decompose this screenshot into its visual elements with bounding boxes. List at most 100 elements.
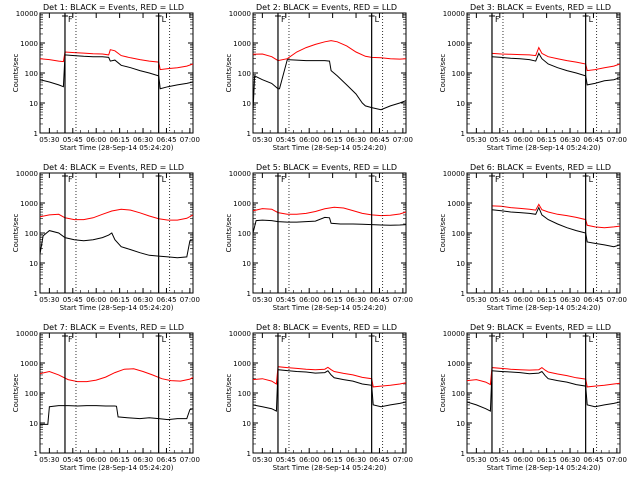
y-axis-label: Counts/sec (439, 374, 447, 413)
ytick-label: 1 (461, 130, 465, 138)
xtick-label: 07:00 (607, 136, 627, 144)
panel-det-9: Det 9: BLACK = Events, RED = LLD 1 10 100 10… (439, 323, 627, 472)
xtick-label: 06:15 (110, 136, 130, 144)
ytick-label: 1000 (233, 360, 251, 368)
marker-L-label: L (375, 335, 380, 344)
xtick-label: 05:45 (490, 456, 510, 464)
x-axis-label: Start Time (28-Sep-14 05:24:20) (487, 144, 601, 152)
panel-det-1: Det 1: BLACK = Events, RED = LLD 1 10 100 10… (12, 3, 200, 152)
ytick-label: 10000 (443, 170, 465, 178)
xtick-label: 06:45 (369, 136, 389, 144)
ytick-label: 10000 (229, 330, 251, 338)
panel-title: Det 3: BLACK = Events, RED = LLD (470, 3, 611, 12)
xtick-label: 06:00 (86, 456, 106, 464)
xtick-label: 05:45 (63, 136, 83, 144)
xtick-label: 06:30 (346, 136, 366, 144)
xtick-label: 06:45 (156, 296, 176, 304)
ytick-label: 1 (34, 290, 38, 298)
ytick-label: 100 (452, 70, 465, 78)
xtick-label: 06:30 (560, 136, 580, 144)
ytick-label: 10 (242, 100, 251, 108)
marker-F-label: F (495, 175, 500, 184)
panel-det-7: Det 7: BLACK = Events, RED = LLD 1 10 100 10… (12, 323, 200, 472)
xtick-label: 05:30 (466, 136, 486, 144)
series-events-line (467, 370, 620, 412)
y-axis-label: Counts/sec (225, 374, 233, 413)
xtick-label: 06:15 (110, 456, 130, 464)
panel-det-5: Det 5: BLACK = Events, RED = LLD 1 10 100 10… (225, 163, 413, 312)
xtick-label: 05:30 (252, 296, 272, 304)
xtick-label: 05:30 (39, 136, 59, 144)
panel-det-3: Det 3: BLACK = Events, RED = LLD 1 10 100 10… (439, 3, 627, 152)
series-events-line (491, 206, 620, 248)
xtick-label: 06:15 (323, 456, 343, 464)
xtick-label: 06:00 (513, 296, 533, 304)
ytick-label: 100 (25, 70, 38, 78)
ytick-label: 10 (29, 100, 38, 108)
xtick-label: 06:45 (369, 296, 389, 304)
series-lld-line (467, 366, 620, 388)
ytick-label: 100 (25, 390, 38, 398)
xtick-label: 06:30 (133, 456, 153, 464)
panel-det-8: Det 8: BLACK = Events, RED = LLD 1 10 100 10… (225, 323, 413, 472)
xtick-label: 07:00 (607, 456, 627, 464)
marker-F-label: F (68, 15, 73, 24)
xtick-label: 05:30 (39, 456, 59, 464)
ytick-label: 100 (238, 390, 251, 398)
xtick-label: 05:45 (63, 456, 83, 464)
x-axis-label: Start Time (28-Sep-14 05:24:20) (60, 464, 174, 472)
ytick-label: 1 (461, 450, 465, 458)
xtick-label: 06:00 (299, 296, 319, 304)
xtick-label: 06:45 (369, 456, 389, 464)
panel-det-4: Det 4: BLACK = Events, RED = LLD 1 10 100 10… (12, 163, 200, 312)
ytick-label: 10000 (16, 10, 38, 18)
xtick-label: 06:00 (299, 136, 319, 144)
ytick-label: 100 (452, 390, 465, 398)
series-lld-line (253, 206, 406, 217)
ytick-label: 1000 (233, 40, 251, 48)
ytick-label: 1000 (447, 360, 465, 368)
xtick-label: 06:00 (513, 136, 533, 144)
panel-title: Det 6: BLACK = Events, RED = LLD (470, 163, 611, 172)
panel-title: Det 9: BLACK = Events, RED = LLD (470, 323, 611, 332)
xtick-label: 06:45 (583, 456, 603, 464)
series-events-line (40, 230, 193, 259)
ytick-label: 100 (238, 230, 251, 238)
xtick-label: 06:15 (537, 136, 557, 144)
xtick-label: 07:00 (393, 456, 413, 464)
xtick-label: 06:15 (537, 296, 557, 304)
marker-L-label: L (162, 335, 167, 344)
x-axis-label: Start Time (28-Sep-14 05:24:20) (487, 464, 601, 472)
xtick-label: 06:00 (513, 456, 533, 464)
marker-L-label: L (589, 15, 594, 24)
series-events-line (253, 59, 406, 113)
panel-title: Det 2: BLACK = Events, RED = LLD (256, 3, 397, 12)
xtick-label: 06:45 (583, 136, 603, 144)
xtick-label: 05:30 (466, 456, 486, 464)
xtick-label: 07:00 (393, 136, 413, 144)
marker-F-label: F (495, 15, 500, 24)
xtick-label: 06:30 (133, 296, 153, 304)
ytick-label: 1 (34, 130, 38, 138)
marker-L-label: L (589, 175, 594, 184)
xtick-label: 05:30 (466, 296, 486, 304)
ytick-label: 10 (456, 420, 465, 428)
marker-F-label: F (68, 175, 73, 184)
xtick-label: 06:30 (560, 456, 580, 464)
marker-L-label: L (375, 15, 380, 24)
panel-title: Det 7: BLACK = Events, RED = LLD (43, 323, 184, 332)
ytick-label: 10000 (229, 10, 251, 18)
ytick-label: 1000 (447, 40, 465, 48)
x-axis-label: Start Time (28-Sep-14 05:24:20) (273, 144, 387, 152)
panel-title: Det 5: BLACK = Events, RED = LLD (256, 163, 397, 172)
xtick-label: 05:45 (276, 136, 296, 144)
xtick-label: 05:30 (39, 296, 59, 304)
ytick-label: 1000 (20, 40, 38, 48)
series-events-line (40, 54, 193, 90)
ytick-label: 1 (247, 130, 251, 138)
xtick-label: 06:30 (560, 296, 580, 304)
series-lld-line (491, 46, 620, 72)
marker-L-label: L (375, 175, 380, 184)
xtick-label: 05:30 (252, 456, 272, 464)
series-lld-line (491, 203, 620, 229)
